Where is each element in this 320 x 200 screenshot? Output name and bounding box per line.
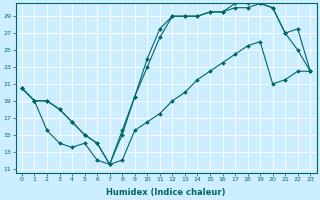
X-axis label: Humidex (Indice chaleur): Humidex (Indice chaleur)	[106, 188, 226, 197]
